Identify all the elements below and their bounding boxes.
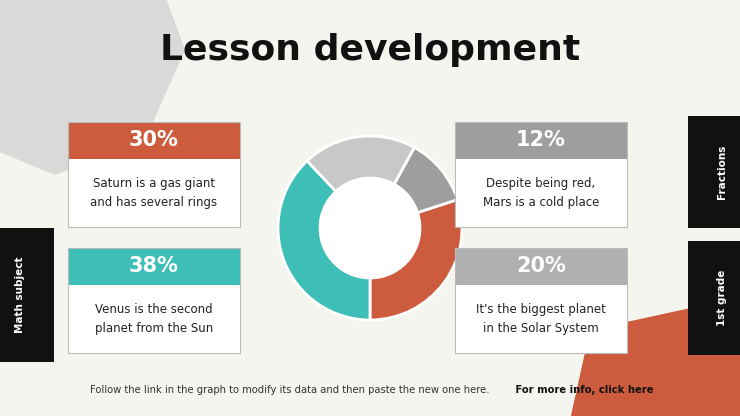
- Polygon shape: [0, 0, 185, 175]
- Text: Lesson development: Lesson development: [160, 33, 580, 67]
- FancyBboxPatch shape: [68, 159, 240, 227]
- Wedge shape: [307, 136, 414, 191]
- Text: It's the biggest planet
in the Solar System: It's the biggest planet in the Solar Sys…: [476, 303, 606, 335]
- FancyBboxPatch shape: [455, 285, 627, 353]
- FancyBboxPatch shape: [68, 122, 240, 159]
- Wedge shape: [394, 147, 457, 213]
- Text: Saturn is a gas giant
and has several rings: Saturn is a gas giant and has several ri…: [90, 177, 218, 209]
- Text: For more info, click here: For more info, click here: [512, 385, 653, 395]
- Wedge shape: [370, 200, 462, 320]
- Circle shape: [320, 178, 420, 278]
- Text: 1st grade: 1st grade: [717, 270, 727, 326]
- FancyBboxPatch shape: [68, 248, 240, 285]
- Text: Fractions: Fractions: [717, 145, 727, 199]
- Text: Math subject: Math subject: [15, 257, 25, 333]
- Text: Follow the link in the graph to modify its data and then paste the new one here.: Follow the link in the graph to modify i…: [90, 385, 489, 395]
- Text: 38%: 38%: [129, 257, 179, 277]
- Text: Venus is the second
planet from the Sun: Venus is the second planet from the Sun: [95, 303, 213, 335]
- FancyBboxPatch shape: [455, 248, 627, 285]
- Wedge shape: [278, 161, 370, 320]
- FancyBboxPatch shape: [455, 159, 627, 227]
- Text: 30%: 30%: [129, 131, 179, 151]
- Text: 12%: 12%: [516, 131, 566, 151]
- Text: 20%: 20%: [516, 257, 566, 277]
- Polygon shape: [570, 295, 740, 416]
- FancyBboxPatch shape: [455, 122, 627, 159]
- FancyBboxPatch shape: [68, 285, 240, 353]
- Text: Despite being red,
Mars is a cold place: Despite being red, Mars is a cold place: [482, 177, 599, 209]
